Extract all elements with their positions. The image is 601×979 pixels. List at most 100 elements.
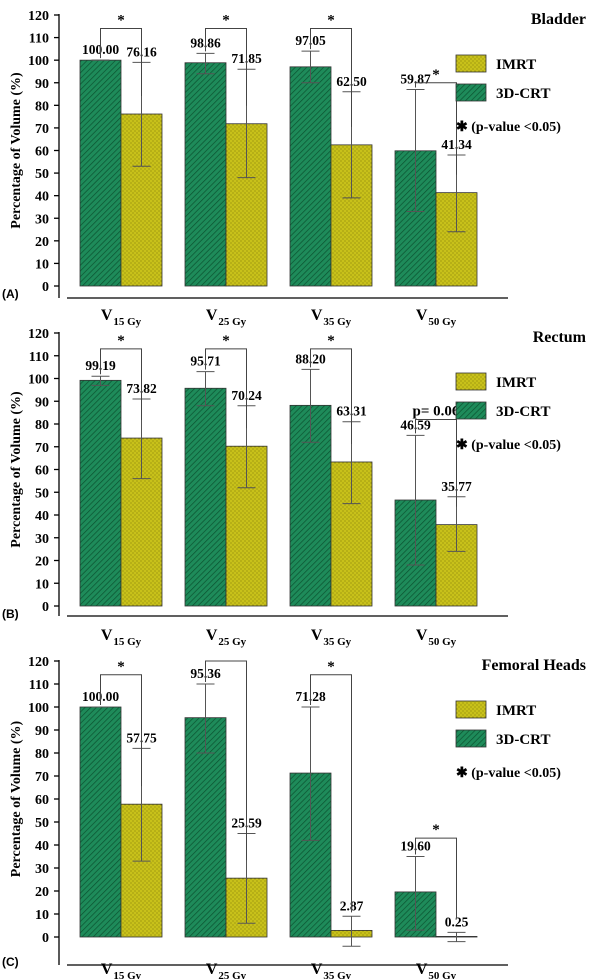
legend-note: ✱ (p-value <0.05) bbox=[456, 120, 561, 135]
x-category-main: V bbox=[311, 961, 323, 978]
significance-label: * bbox=[327, 659, 335, 675]
chart-panel-1: 0 10 20 30 40 50 60 70 80 90 100 110 120 Percentage o… bbox=[2, 9, 586, 328]
x-category-sub: 50 Gy bbox=[428, 970, 456, 979]
y-tick-label: 50 bbox=[35, 167, 49, 182]
significance-label: * bbox=[327, 13, 335, 29]
y-axis-label: Percentage of Volume (%) bbox=[9, 720, 24, 877]
x-category-label: V50 Gy bbox=[416, 961, 457, 979]
y-tick-label: 90 bbox=[35, 77, 49, 92]
legend-label-imrt: IMRT bbox=[496, 375, 536, 391]
y-tick-label: 110 bbox=[29, 350, 49, 365]
y-tick-label: 30 bbox=[35, 532, 49, 547]
y-tick-label: 40 bbox=[35, 190, 49, 205]
y-tick-label: 110 bbox=[29, 32, 49, 47]
significance-label: * bbox=[117, 333, 125, 349]
x-category-label: V25 Gy bbox=[206, 627, 247, 648]
y-tick-label: 70 bbox=[35, 770, 49, 785]
significance-label: * bbox=[222, 13, 230, 29]
legend-swatch-imrt bbox=[455, 372, 487, 391]
x-category-label: V50 Gy bbox=[416, 627, 457, 648]
data-label: 0.25 bbox=[445, 914, 469, 929]
significance-label: * bbox=[432, 822, 440, 838]
x-category-main: V bbox=[416, 307, 428, 324]
x-category-sub: 15 Gy bbox=[113, 636, 141, 648]
legend-label-3dcrt: 3D-CRT bbox=[496, 404, 550, 420]
significance-bracket bbox=[415, 82, 457, 175]
significance-label: * bbox=[432, 67, 440, 83]
panel-title: Rectum bbox=[533, 329, 587, 346]
x-category-sub: 25 Gy bbox=[218, 636, 246, 648]
panel-title: Bladder bbox=[531, 11, 586, 28]
legend-swatch-3dcrt bbox=[455, 83, 487, 102]
y-tick-label: 60 bbox=[35, 464, 49, 479]
significance-bracket bbox=[100, 674, 142, 787]
y-axis-label: Percentage of Volume (%) bbox=[9, 391, 24, 548]
bar-3dcrt bbox=[184, 717, 227, 938]
x-category-label: V15 Gy bbox=[101, 627, 142, 648]
significance-bracket bbox=[205, 28, 247, 106]
significance-label: * bbox=[117, 659, 125, 675]
x-category-main: V bbox=[101, 961, 113, 978]
y-tick-label: 100 bbox=[28, 373, 49, 388]
x-category-label: V15 Gy bbox=[101, 961, 142, 979]
y-tick-label: 80 bbox=[35, 99, 49, 114]
significance-label: * bbox=[327, 333, 335, 349]
legend: IMRT 3D-CRT ✱ (p-value <0.05) bbox=[455, 54, 561, 135]
legend-note: ✱ (p-value <0.05) bbox=[456, 766, 561, 781]
legend: IMRT 3D-CRT ✱ (p-value <0.05) bbox=[455, 372, 561, 453]
bar-3dcrt bbox=[79, 59, 122, 287]
significance-bracket bbox=[205, 660, 247, 861]
x-category-main: V bbox=[311, 307, 323, 324]
legend-swatch-3dcrt bbox=[455, 729, 487, 748]
significance-label: * bbox=[117, 13, 125, 29]
x-category-sub: 35 Gy bbox=[323, 970, 351, 979]
significance-bracket bbox=[310, 674, 352, 913]
bar-3dcrt bbox=[184, 387, 227, 607]
x-category-label: V35 Gy bbox=[311, 627, 352, 648]
legend-swatch-imrt bbox=[455, 54, 487, 73]
y-tick-label: 90 bbox=[35, 724, 49, 739]
y-tick-label: 20 bbox=[35, 235, 49, 250]
y-tick-label: 120 bbox=[28, 9, 49, 24]
legend-label-3dcrt: 3D-CRT bbox=[496, 732, 550, 748]
x-category-label: V50 Gy bbox=[416, 307, 457, 328]
significance-bracket bbox=[310, 348, 352, 444]
y-tick-label: 20 bbox=[35, 885, 49, 900]
x-category-main: V bbox=[101, 307, 113, 324]
bar-3dcrt bbox=[289, 66, 332, 287]
x-category-main: V bbox=[311, 627, 323, 644]
y-tick-label: 90 bbox=[35, 395, 49, 410]
x-category-sub: 50 Gy bbox=[428, 636, 456, 648]
panel-letter: (A) bbox=[2, 287, 19, 301]
y-tick-label: 120 bbox=[28, 655, 49, 670]
significance-bracket bbox=[205, 348, 247, 429]
x-category-main: V bbox=[206, 627, 218, 644]
y-tick-label: 20 bbox=[35, 555, 49, 570]
y-tick-label: 80 bbox=[35, 747, 49, 762]
y-tick-label: 50 bbox=[35, 816, 49, 831]
legend-swatch-imrt bbox=[455, 700, 487, 719]
bar-imrt bbox=[435, 524, 478, 607]
y-tick-label: 30 bbox=[35, 862, 49, 877]
x-category-label: V35 Gy bbox=[311, 961, 352, 979]
panel-title: Femoral Heads bbox=[482, 657, 586, 674]
y-tick-label: 10 bbox=[35, 257, 49, 272]
significance-label: p= 0.06 bbox=[413, 403, 460, 419]
significance-bracket bbox=[100, 348, 142, 421]
y-tick-label: 40 bbox=[35, 839, 49, 854]
y-tick-label: 0 bbox=[42, 280, 49, 295]
panel-letter: (B) bbox=[2, 607, 19, 621]
legend-swatch-3dcrt bbox=[455, 401, 487, 420]
significance-bracket bbox=[415, 418, 457, 507]
y-tick-label: 0 bbox=[42, 931, 49, 946]
y-tick-label: 0 bbox=[42, 600, 49, 615]
y-tick-label: 100 bbox=[28, 54, 49, 69]
y-tick-label: 60 bbox=[35, 145, 49, 160]
y-tick-label: 10 bbox=[35, 908, 49, 923]
bar-3dcrt bbox=[184, 62, 227, 287]
y-tick-label: 50 bbox=[35, 486, 49, 501]
y-tick-label: 30 bbox=[35, 212, 49, 227]
bar-3dcrt bbox=[79, 379, 122, 607]
x-category-label: V15 Gy bbox=[101, 307, 142, 328]
